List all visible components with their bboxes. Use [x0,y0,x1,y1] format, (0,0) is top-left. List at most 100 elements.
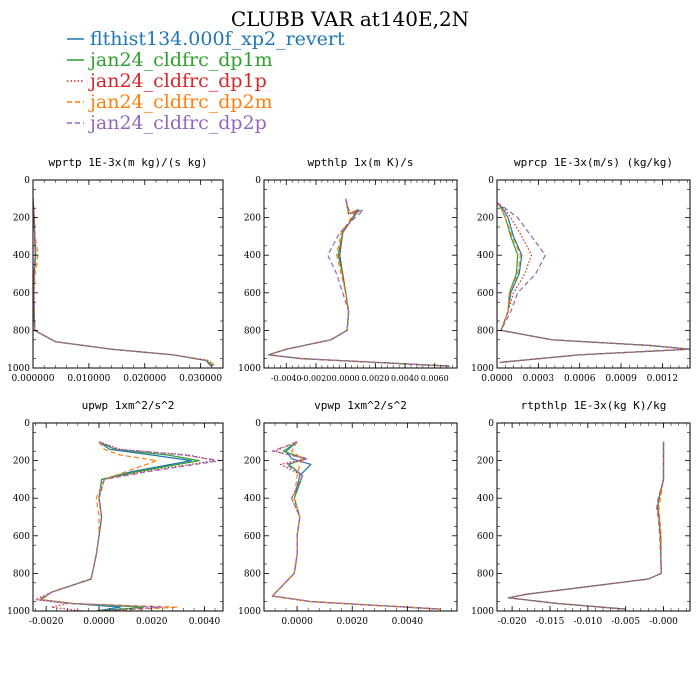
legend: flthist134.000f_xp2_revertjan24_cldfrc_d… [67,28,345,134]
series-line-4 [33,198,217,367]
series-line-5 [267,198,450,367]
plot-frame [32,422,224,612]
y-tick-label: 0 [255,419,261,429]
y-tick-label: 0 [488,176,494,186]
series-line-5 [271,441,441,610]
series-line-1 [507,441,665,610]
x-tick-label: 0.020000 [123,374,166,384]
series-line-2 [267,198,450,367]
y-tick-label: 600 [13,532,30,542]
y-tick-label: 600 [244,289,261,299]
x-tick-label: -0.010 [573,617,602,627]
y-tick-label: 800 [13,326,30,336]
y-tick-label: 200 [244,214,261,224]
series-line-3 [497,202,690,363]
x-tick-label: 0.0040 [392,617,424,627]
plot-frame [32,179,224,369]
x-tick-label: 0.0020 [136,617,168,627]
panel-5: vpwp 1xm^2/s^2 0 200 400 600 800 1000 0.0000 0.0… [238,399,458,627]
y-tick-label: 400 [477,251,494,261]
panel-4: upwp 1xm^2/s^2 0 200 400 600 800 1000-0.0020 0.… [7,399,224,627]
panel-6: rtpthlp 1E-3x(kg K)/kg02004006008001000-… [471,399,691,627]
x-tick-label: 0.010000 [67,374,110,384]
y-tick-label: 0 [255,176,261,186]
series-group [34,441,221,611]
y-tick-label: 1000 [471,364,494,374]
y-tick-label: 800 [477,569,494,579]
legend-entry: flthist134.000f_xp2_revert [67,28,345,50]
y-tick-label: 400 [244,251,261,261]
y-tick-label: 600 [13,289,30,299]
panel-title: wprcp 1E-3x(m/s) (kg/kg) [514,156,673,169]
y-tick-label: 0 [488,419,494,429]
y-tick-label: 800 [477,326,494,336]
legend-label: jan24_cldfrc_dp2p [88,112,267,134]
series-line-1 [497,202,690,363]
y-tick-label: 0 [24,176,30,186]
series-line-1 [267,198,450,367]
legend-label: jan24_cldfrc_dp1m [88,49,273,71]
x-tick-label: -0.000 [649,617,678,627]
y-tick-label: 200 [477,457,494,467]
x-tick-label: 0.0009 [605,374,637,384]
y-tick-label: 400 [477,494,494,504]
legend-label: jan24_cldfrc_dp2m [88,91,273,113]
panel-title: wprtp 1E-3x(m kg)/(s kg) [49,156,208,169]
panel-2: wpthlp 1x(m K)/s 0 200 400 600 800 1000 -0.0040… [238,156,458,383]
y-tick-label: 800 [13,569,30,579]
y-tick-label: 1000 [238,607,261,617]
y-tick-label: 200 [13,214,30,224]
x-tick-label: 0.0020 [336,617,368,627]
x-tick-label: -0.015 [536,617,565,627]
legend-label: jan24_cldfrc_dp1p [88,70,267,92]
y-tick-label: 800 [244,569,261,579]
series-line-5 [37,441,221,611]
series-group [497,202,690,363]
series-line-3 [507,441,665,610]
y-tick-label: 1000 [7,364,30,374]
x-tick-label: 0.000000 [12,374,55,384]
x-tick-label: 0.030000 [179,374,222,384]
y-tick-label: 600 [244,532,261,542]
y-tick-label: 0 [24,419,30,429]
x-tick-label: 0.0006 [564,374,596,384]
series-line-5 [33,198,213,367]
y-tick-label: 200 [13,457,30,467]
x-tick-label: 0.0000 [332,374,360,383]
series-line-3 [267,198,450,367]
series-line-2 [33,198,214,367]
series-group [271,441,441,610]
panel-1: wprtp 1E-3x(m kg)/(s kg) 0 200 400 600 800 100… [7,156,224,384]
panel-title: wpthlp 1x(m K)/s [308,156,414,169]
x-tick-label: 0.0020 [361,374,389,383]
series-line-4 [497,202,690,363]
x-tick-label: 0.0000 [481,374,513,384]
y-tick-label: 200 [477,214,494,224]
series-line-5 [497,202,690,363]
series-line-3 [33,198,216,367]
x-tick-label: 0.0040 [189,617,221,627]
y-tick-label: 1000 [7,607,30,617]
x-tick-label: 0.0012 [647,374,679,384]
series-group [267,198,450,367]
x-tick-label: 0.0000 [83,617,115,627]
panel-title: vpwp 1xm^2/s^2 [314,399,407,412]
series-line-2 [497,202,690,363]
series-line-2 [271,441,441,610]
series-line-4 [267,198,450,367]
plot-frame [263,422,458,612]
series-line-3 [34,441,216,611]
legend-entry: jan24_cldfrc_dp2m [67,91,273,113]
x-tick-label: -0.0020 [301,374,332,383]
legend-label: flthist134.000f_xp2_revert [90,28,345,50]
plot-frame [263,179,458,369]
panel-3: wprcp 1E-3x(m/s) (kg/kg) 0 200 400 600 800 100… [471,156,691,384]
legend-entry: jan24_cldfrc_dp1m [67,49,273,71]
panel-title: rtpthlp 1E-3x(kg K)/kg [521,399,667,412]
x-tick-label: 0.0060 [421,374,449,383]
x-tick-label: 0.0040 [391,374,419,383]
series-line-1 [271,441,441,610]
y-tick-label: 600 [477,289,494,299]
series-line-1 [33,198,212,367]
